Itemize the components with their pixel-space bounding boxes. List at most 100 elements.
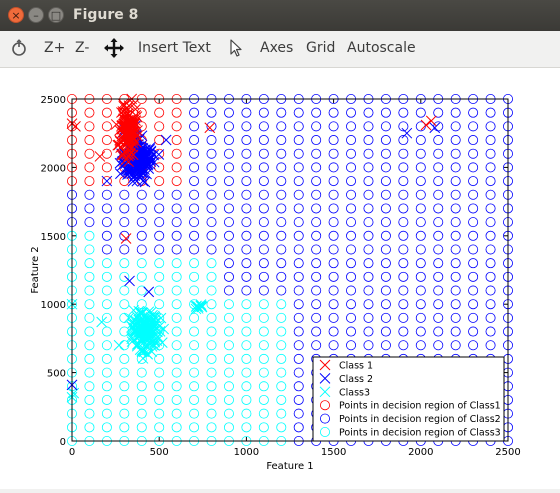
close-window-button[interactable]: × (8, 7, 24, 23)
class2-region-point (346, 341, 355, 350)
pan-icon[interactable] (104, 38, 124, 62)
class2-region-point (486, 313, 495, 322)
class3-region-point (224, 423, 233, 432)
class3-region-point (102, 341, 111, 350)
class2-region-point (312, 135, 321, 144)
class2-region-point (312, 190, 321, 199)
class2-region-point (381, 135, 390, 144)
zoom-in-button[interactable]: Z+ (44, 40, 65, 56)
class2-region-point (364, 327, 373, 336)
class3-region-point (224, 341, 233, 350)
class3-region-point (155, 423, 164, 432)
class2-region-point (329, 300, 338, 309)
class3-region-point (155, 395, 164, 404)
class2-region-point (434, 190, 443, 199)
class2-region-point (416, 231, 425, 240)
class2-region-point (120, 218, 129, 227)
class2-region-point (381, 204, 390, 213)
class2-region-point (329, 176, 338, 185)
class3-region-point (259, 382, 268, 391)
autoscale-button[interactable]: Autoscale (347, 40, 416, 56)
class3-region-point (137, 423, 146, 432)
class2-region-point (242, 163, 251, 172)
class2-region-point (381, 313, 390, 322)
insert-text-button[interactable]: Insert Text (138, 40, 211, 56)
class2-region-point (381, 286, 390, 295)
class2-region-point (486, 300, 495, 309)
class2-region-point (224, 108, 233, 117)
class2-region-point (189, 218, 198, 227)
class3-region-point (259, 327, 268, 336)
class3-region-point (172, 313, 181, 322)
legend: Class 1Class 2Class3Points in decision r… (313, 357, 504, 441)
class2-region-point (486, 190, 495, 199)
rotate-icon[interactable] (9, 38, 29, 62)
class2-region-point (486, 245, 495, 254)
figure-canvas[interactable]: 0 500 1000 1500 2000 2500 0 500 1000 1500 2000 2500… (0, 68, 560, 489)
class2-region-point (381, 327, 390, 336)
class2-region-point (486, 176, 495, 185)
class2-region-point (399, 190, 408, 199)
class2-region-point (259, 245, 268, 254)
class3-region-point (207, 272, 216, 281)
class2-region-point (434, 272, 443, 281)
class2-region-point (242, 272, 251, 281)
class2-region-point (399, 272, 408, 281)
class2-region-point (312, 163, 321, 172)
class2-region-point (312, 149, 321, 158)
class2-region-point (102, 204, 111, 213)
class3-region-point (155, 272, 164, 281)
class3-region-point (137, 382, 146, 391)
zoom-out-button[interactable]: Z- (75, 40, 89, 56)
class3-region-point (259, 341, 268, 350)
y-tick-label: 500 (47, 369, 66, 380)
class2-region-point (381, 259, 390, 268)
class3-region-point (85, 382, 94, 391)
class2-region-point (451, 149, 460, 158)
class3-region-point (172, 409, 181, 418)
x-tick-label: 2000 (408, 447, 433, 458)
class2-region-point (451, 259, 460, 268)
pointer-icon[interactable] (228, 38, 244, 62)
class2-region-point (294, 122, 303, 131)
minimize-window-button[interactable]: – (28, 7, 44, 23)
class2-region-point (346, 108, 355, 117)
class2-region-point (469, 108, 478, 117)
class2-region-point (259, 122, 268, 131)
class2-region-point (294, 245, 303, 254)
class2-region-point (469, 135, 478, 144)
class2-region-point (381, 218, 390, 227)
grid-button[interactable]: Grid (306, 40, 335, 56)
class3-region-point (189, 423, 198, 432)
class3-region-point (242, 395, 251, 404)
class2-region-point (294, 423, 303, 432)
class3-region-point (120, 409, 129, 418)
class2-region-point (416, 218, 425, 227)
class2-region-point (416, 341, 425, 350)
class3-region-point (259, 300, 268, 309)
axes-button[interactable]: Axes (260, 40, 293, 56)
class2-region-point (469, 286, 478, 295)
class1-region-point (102, 163, 111, 172)
class2-region-point (294, 108, 303, 117)
class3-region-point (242, 327, 251, 336)
class2-region-point (102, 218, 111, 227)
class2-region-point (312, 204, 321, 213)
class3-region-point (207, 382, 216, 391)
class1-region-point (85, 135, 94, 144)
class3-region-point (102, 395, 111, 404)
class2-region-point (451, 327, 460, 336)
class-1-point (121, 234, 131, 244)
class2-region-point (172, 190, 181, 199)
maximize-window-button[interactable]: □ (48, 7, 64, 23)
class3-region-point (224, 409, 233, 418)
class3-region-point (242, 313, 251, 322)
class2-region-point (416, 327, 425, 336)
class2-region-point (434, 300, 443, 309)
class2-region-point (294, 272, 303, 281)
class2-region-point (486, 327, 495, 336)
class2-region-point (469, 176, 478, 185)
class2-region-point (434, 259, 443, 268)
class2-region-point (346, 122, 355, 131)
class2-region-point (259, 286, 268, 295)
